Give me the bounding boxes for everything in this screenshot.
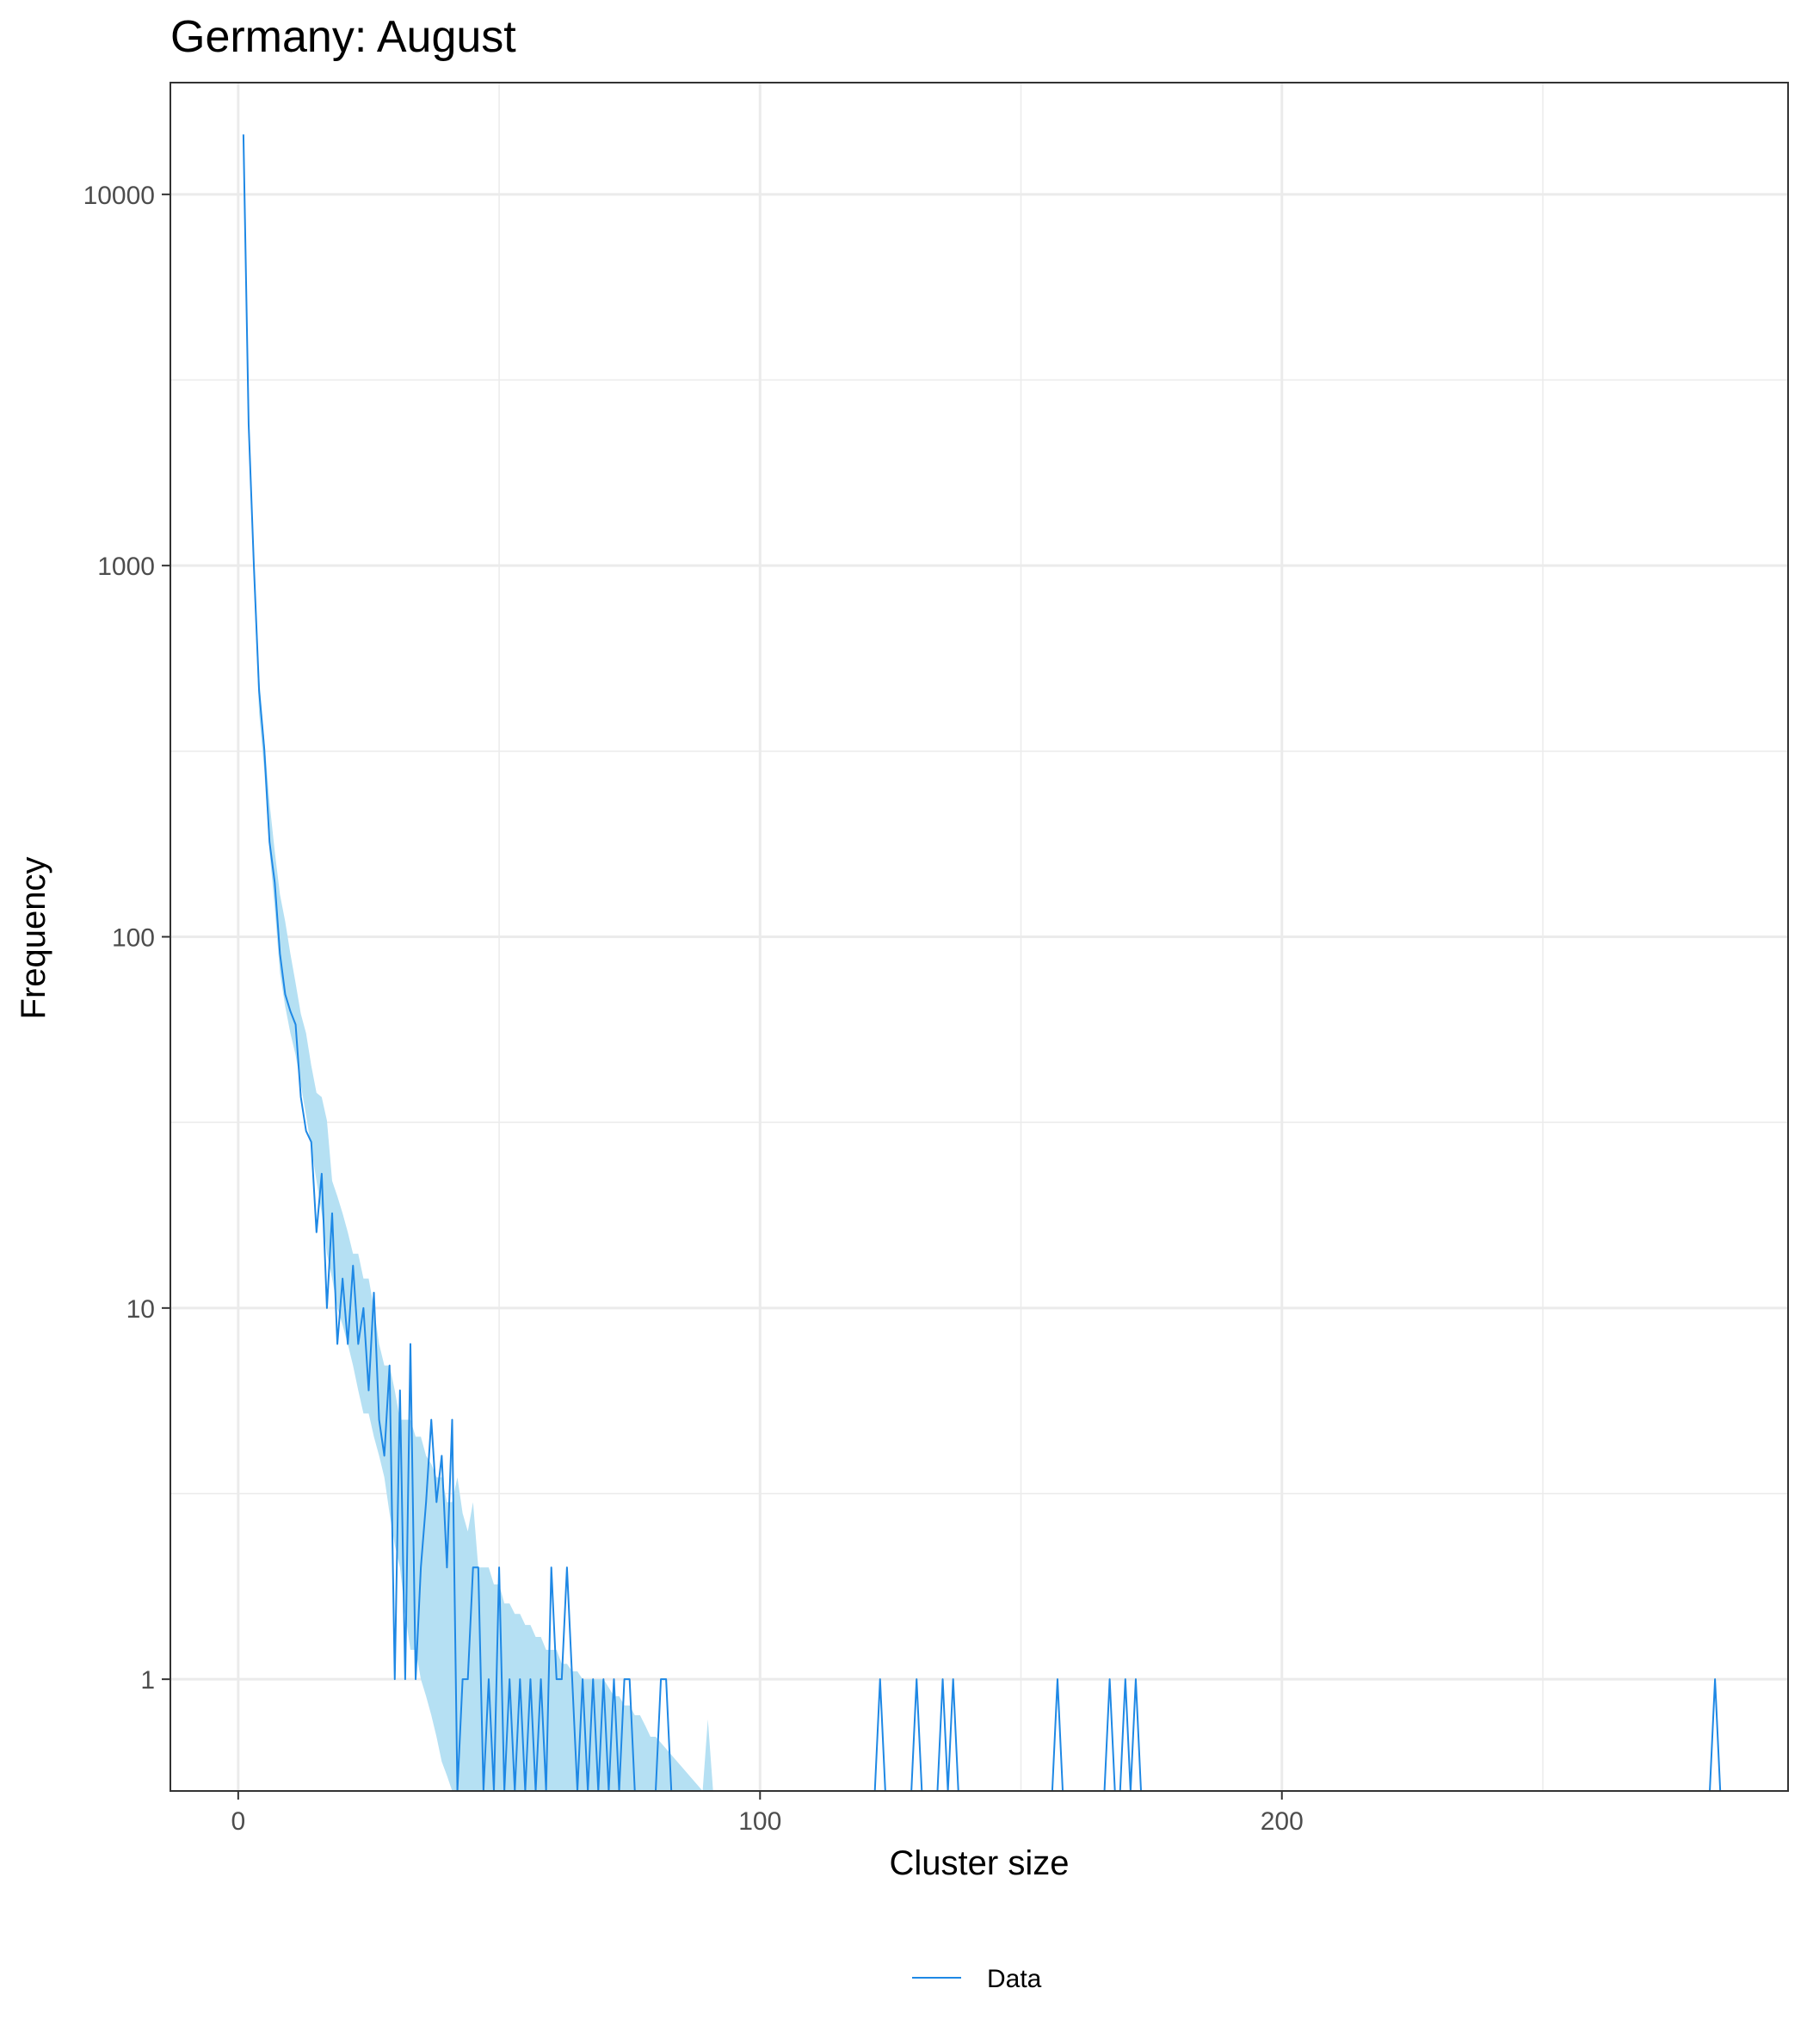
- chart-title: Germany: August: [170, 12, 516, 62]
- x-axis-title: Cluster size: [890, 1844, 1070, 1882]
- x-tick-label: 200: [1261, 1807, 1304, 1836]
- series-line-data: [242, 134, 1722, 1792]
- y-axis-title: Frequency: [15, 857, 52, 1020]
- y-tick-label: 10000: [83, 182, 155, 210]
- y-tick-label: 10: [126, 1295, 155, 1324]
- confidence-band: [243, 139, 713, 1791]
- legend: Data: [912, 1965, 1042, 1993]
- series-line-layer: [242, 134, 1722, 1792]
- y-tick-label: 1: [140, 1666, 155, 1695]
- y-tick-label: 100: [112, 924, 155, 953]
- y-tick-label: 1000: [97, 553, 155, 581]
- confidence-band-layer: [243, 139, 713, 1791]
- x-axis-ticks: 0 100 200: [231, 1791, 1304, 1836]
- y-axis-ticks: 1 10 100 1000 10000: [83, 182, 170, 1695]
- x-tick-label: 100: [738, 1807, 781, 1836]
- legend-label-data: Data: [987, 1965, 1042, 1993]
- x-tick-label: 0: [231, 1807, 245, 1836]
